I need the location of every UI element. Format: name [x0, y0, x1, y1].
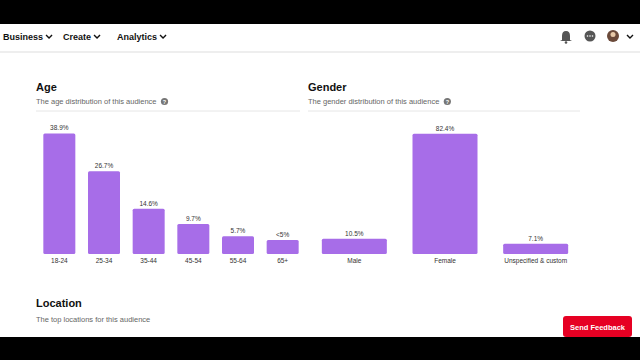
data-label: 26.7%	[95, 162, 114, 169]
category-label: 55-64	[230, 257, 247, 264]
chat-icon[interactable]	[585, 31, 596, 42]
bar	[503, 244, 568, 254]
category-label: Unspecified & custom	[504, 257, 567, 265]
bar	[43, 133, 75, 254]
chevron	[627, 35, 633, 38]
category-label: 65+	[277, 257, 288, 264]
backdrop	[0, 0, 640, 360]
chat-dot	[587, 35, 589, 37]
nav-item[interactable]: Create	[63, 32, 91, 42]
bar	[222, 236, 254, 254]
bell-icon	[565, 41, 568, 44]
help-icon[interactable]	[161, 98, 168, 105]
bars	[43, 133, 298, 254]
category-label: Female	[434, 257, 456, 264]
section-subtitle: The top locations for this audience	[36, 315, 150, 324]
data-label: 38.9%	[50, 124, 69, 131]
chevron	[160, 35, 166, 38]
data-label: 82.4%	[436, 125, 455, 132]
feedback-button[interactable]	[563, 316, 632, 337]
bar	[413, 134, 478, 254]
data-label: 14.6%	[139, 200, 158, 207]
category-label: 25-34	[96, 257, 113, 264]
chevron	[94, 35, 100, 38]
avatar	[611, 32, 616, 37]
avatar[interactable]	[607, 30, 619, 42]
divider	[308, 111, 580, 112]
category-label: 45-54	[185, 257, 202, 264]
category-label: Male	[347, 257, 361, 264]
chart-title: Gender	[308, 81, 347, 93]
section-title: Location	[36, 297, 82, 309]
bar	[322, 239, 387, 254]
category-label: 35-44	[140, 257, 157, 264]
bar	[133, 209, 165, 254]
chat-dot	[589, 35, 591, 37]
chart-title: Age	[36, 81, 57, 93]
help-text: ?	[163, 99, 167, 105]
chart-subtitle: The age distribution of this audience	[36, 97, 157, 106]
help-text: ?	[446, 99, 450, 105]
data-label: 9.7%	[186, 215, 201, 222]
data-label: 7.1%	[528, 235, 543, 242]
data-label: <5%	[276, 231, 289, 238]
bell-icon[interactable]	[560, 31, 572, 41]
chat-dot	[592, 35, 594, 37]
divider	[36, 111, 300, 112]
data-label: 10.5%	[345, 230, 364, 237]
chevron	[46, 35, 52, 38]
bar	[267, 240, 299, 254]
nav-item[interactable]: Analytics	[117, 32, 157, 42]
bars	[322, 134, 568, 254]
page	[0, 24, 640, 337]
help-icon[interactable]	[444, 98, 451, 105]
bar	[177, 224, 209, 254]
feedback-text[interactable]: Send Feedback	[570, 323, 626, 332]
chart-subtitle: The gender distribution of this audience	[308, 97, 439, 106]
nav-item[interactable]: Business	[3, 32, 43, 42]
nav-shadow	[0, 51, 640, 53]
category-label: 18-24	[51, 257, 68, 264]
bar	[88, 171, 120, 254]
data-label: 5.7%	[231, 227, 246, 234]
